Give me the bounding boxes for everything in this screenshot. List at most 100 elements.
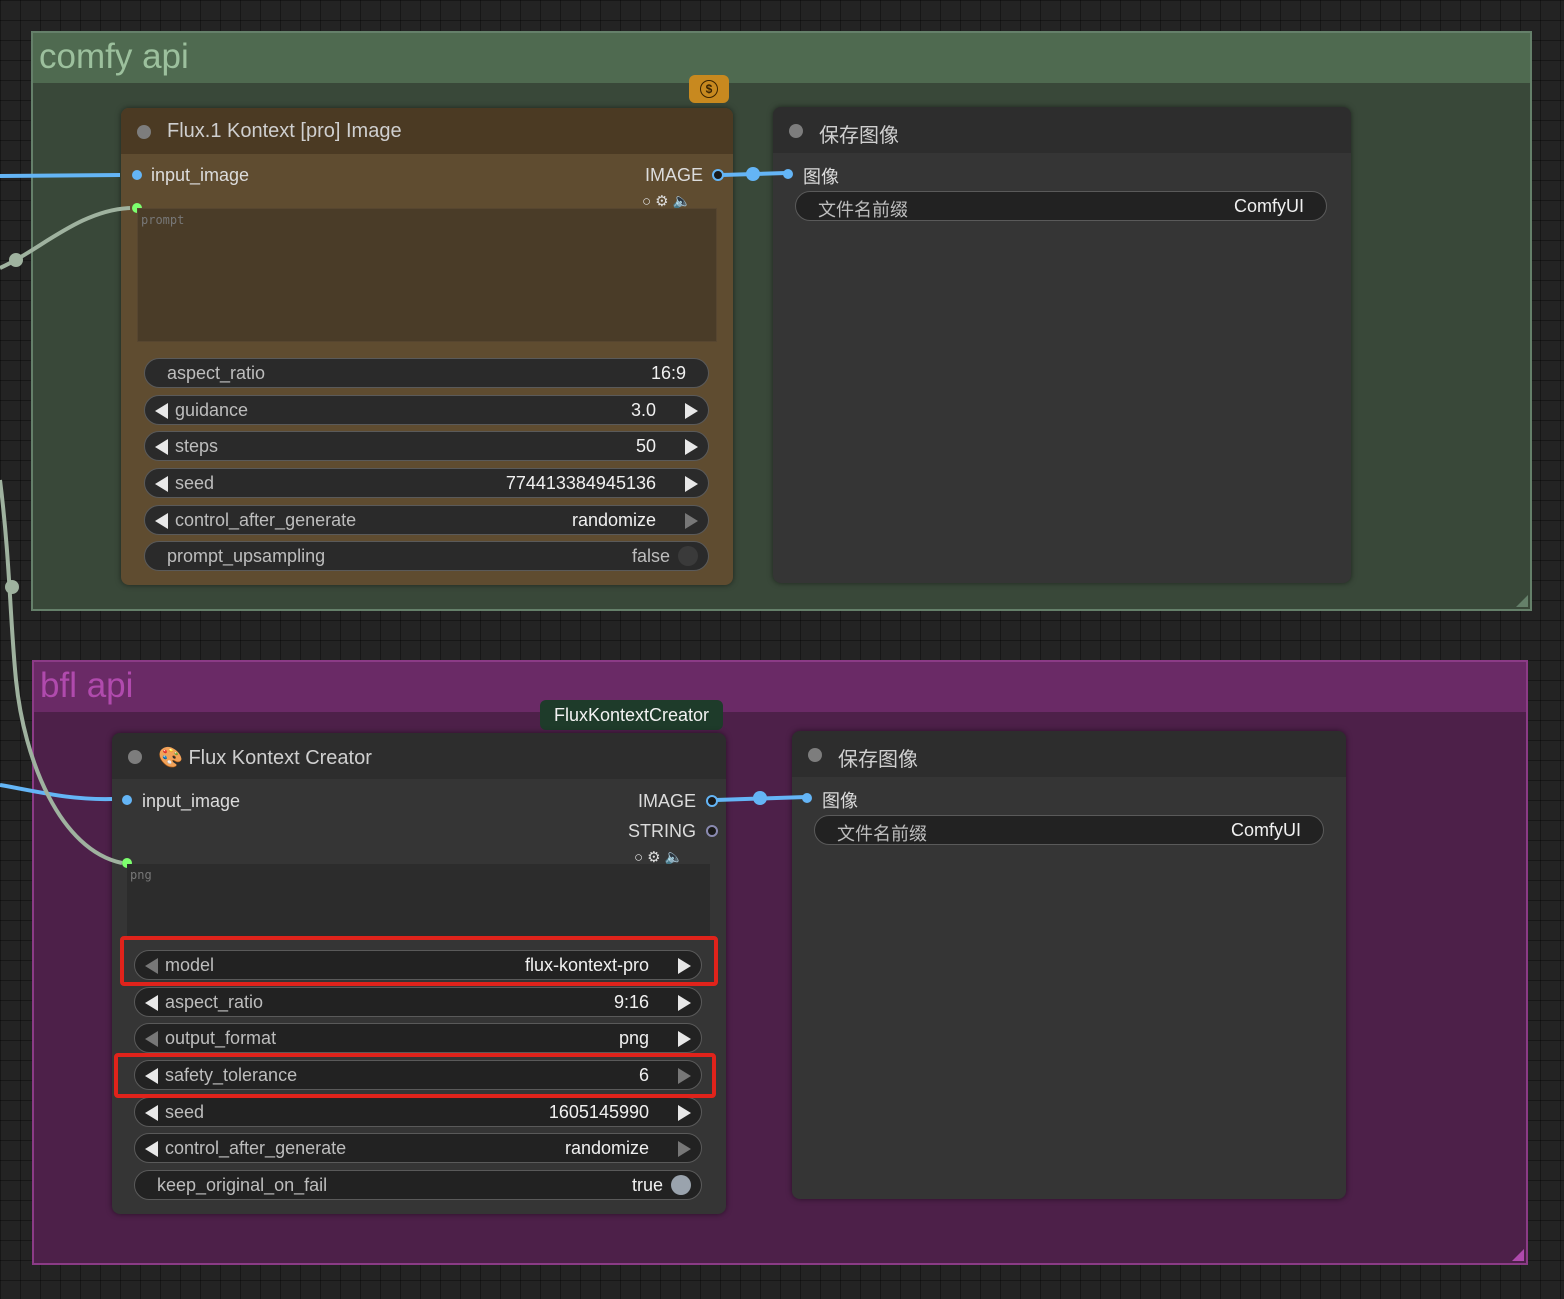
model-widget[interactable]: model flux-kontext-pro [134, 950, 702, 980]
increment-arrow-icon[interactable] [678, 1141, 691, 1157]
widget-value: 774413384945136 [505, 473, 656, 493]
safety-tolerance-widget[interactable]: safety_tolerance 6 [134, 1060, 702, 1090]
widget-icons: ○⚙🔈 [634, 848, 687, 866]
circle-icon[interactable]: ○ [642, 193, 656, 210]
node-title-bar[interactable]: Flux.1 Kontext [pro] Image [121, 108, 733, 154]
increment-arrow-icon[interactable] [678, 1068, 691, 1084]
node-title: Flux.1 Kontext [pro] Image [167, 120, 402, 142]
widget-label: seed [165, 1102, 205, 1122]
decrement-arrow-icon[interactable] [145, 1031, 158, 1047]
aspect-ratio-widget[interactable]: aspect_ratio 16:9 [144, 358, 709, 388]
string-output-slot-icon[interactable] [706, 825, 718, 837]
image-output-slot-icon[interactable] [706, 795, 718, 807]
flux-kontext-pro-node[interactable]: Flux.1 Kontext [pro] Image IMAGE input_i… [121, 108, 733, 585]
filename-prefix-widget[interactable]: 文件名前缀 ComfyUI [814, 815, 1324, 845]
widget-value: 9:16 [613, 992, 649, 1012]
increment-arrow-icon[interactable] [685, 439, 698, 455]
output-string-label: STRING [627, 821, 696, 841]
input-image-label: 图像 [822, 791, 858, 811]
widget-label: safety_tolerance [165, 1065, 298, 1085]
output-image-label: IMAGE [644, 165, 703, 185]
save-image-node-comfy[interactable]: 保存图像 图像 文件名前缀 ComfyUI [773, 107, 1351, 583]
save-image-node-bfl[interactable]: 保存图像 图像 文件名前缀 ComfyUI [792, 731, 1346, 1199]
input-image-label: input_image [151, 165, 250, 185]
collapse-dot-icon[interactable] [789, 124, 803, 138]
collapse-dot-icon[interactable] [808, 748, 822, 762]
filename-prefix-widget[interactable]: 文件名前缀 ComfyUI [795, 191, 1327, 221]
increment-arrow-icon[interactable] [678, 1031, 691, 1047]
highlight-safety-tolerance-box [114, 1053, 716, 1098]
palette-icon: 🎨 [158, 747, 183, 769]
increment-arrow-icon[interactable] [685, 513, 698, 529]
increment-arrow-icon[interactable] [678, 1105, 691, 1121]
circle-icon[interactable]: ○ [634, 849, 648, 866]
toggle-knob-icon[interactable] [671, 1175, 691, 1195]
collapse-dot-icon[interactable] [128, 750, 142, 764]
decrement-arrow-icon[interactable] [145, 1105, 158, 1121]
aspect-ratio-widget[interactable]: aspect_ratio 9:16 [134, 987, 702, 1017]
image-output-slot-icon[interactable] [712, 169, 724, 181]
decrement-arrow-icon[interactable] [145, 958, 158, 974]
input-image-slot-icon[interactable] [132, 170, 142, 180]
increment-arrow-icon[interactable] [685, 476, 698, 492]
input-image-label: input_image [142, 791, 241, 811]
decrement-arrow-icon[interactable] [155, 439, 168, 455]
node-title-bar[interactable]: 🎨 Flux Kontext Creator [112, 733, 726, 779]
decrement-arrow-icon[interactable] [145, 1141, 158, 1157]
collapse-dot-icon[interactable] [137, 125, 151, 139]
guidance-widget[interactable]: guidance 3.0 [144, 395, 709, 425]
increment-arrow-icon[interactable] [678, 958, 691, 974]
prompt-textarea[interactable]: png [127, 864, 710, 936]
widget-value: false [631, 546, 670, 566]
widget-label: 文件名前缀 [818, 200, 908, 220]
speaker-icon[interactable]: 🔈 [672, 193, 696, 210]
widget-label: steps [175, 436, 219, 456]
control-after-generate-widget[interactable]: control_after_generate randomize [134, 1133, 702, 1163]
group-title-bar[interactable]: bfl api [34, 662, 1526, 712]
widget-value: 3.0 [630, 400, 656, 420]
group-resize-handle[interactable] [1512, 1249, 1524, 1261]
widget-value: randomize [564, 1138, 649, 1158]
control-after-generate-widget[interactable]: control_after_generate randomize [144, 505, 709, 535]
widget-label: control_after_generate [175, 510, 357, 530]
toggle-knob-icon[interactable] [678, 546, 698, 566]
prompt-textarea[interactable]: prompt [137, 208, 717, 342]
prompt-upsampling-toggle[interactable]: prompt_upsampling false [144, 541, 709, 571]
seed-widget[interactable]: seed 1605145990 [134, 1097, 702, 1127]
gear-icon[interactable]: ⚙ [647, 849, 665, 866]
image-input-slot-icon[interactable] [783, 169, 793, 179]
steps-widget[interactable]: steps 50 [144, 431, 709, 461]
decrement-arrow-icon[interactable] [145, 1068, 158, 1084]
image-input-slot-icon[interactable] [802, 793, 812, 803]
link-midpoint-icon[interactable] [5, 580, 19, 594]
widget-value: 1605145990 [548, 1102, 649, 1122]
seed-widget[interactable]: seed 774413384945136 [144, 468, 709, 498]
flux-kontext-creator-node[interactable]: 🎨 Flux Kontext Creator input_image IMAGE… [112, 733, 726, 1214]
prompt-input-slot-icon[interactable] [122, 858, 132, 868]
widget-label: guidance [175, 400, 249, 420]
increment-arrow-icon[interactable] [685, 403, 698, 419]
decrement-arrow-icon[interactable] [145, 995, 158, 1011]
output-format-widget[interactable]: output_format png [134, 1023, 702, 1053]
input-image-label: 图像 [803, 167, 839, 187]
widget-label: seed [175, 473, 215, 493]
output-image-label: IMAGE [637, 791, 696, 811]
widget-label: prompt_upsampling [167, 546, 326, 566]
widget-label: output_format [165, 1028, 277, 1048]
gear-icon[interactable]: ⚙ [655, 193, 673, 210]
node-title-bar[interactable]: 保存图像 [773, 107, 1351, 153]
decrement-arrow-icon[interactable] [155, 513, 168, 529]
group-title-bar[interactable]: comfy api [33, 33, 1530, 83]
input-image-slot-icon[interactable] [122, 795, 132, 805]
keep-original-on-fail-toggle[interactable]: keep_original_on_fail true [134, 1170, 702, 1200]
decrement-arrow-icon[interactable] [155, 476, 168, 492]
link-midpoint-icon[interactable] [9, 253, 23, 267]
widget-value: randomize [571, 510, 656, 530]
widget-value: png [618, 1028, 649, 1048]
node-title-bar[interactable]: 保存图像 [792, 731, 1346, 777]
group-title: comfy api [39, 37, 189, 76]
group-resize-handle[interactable] [1516, 595, 1528, 607]
speaker-icon[interactable]: 🔈 [664, 849, 688, 866]
decrement-arrow-icon[interactable] [155, 403, 168, 419]
increment-arrow-icon[interactable] [678, 995, 691, 1011]
